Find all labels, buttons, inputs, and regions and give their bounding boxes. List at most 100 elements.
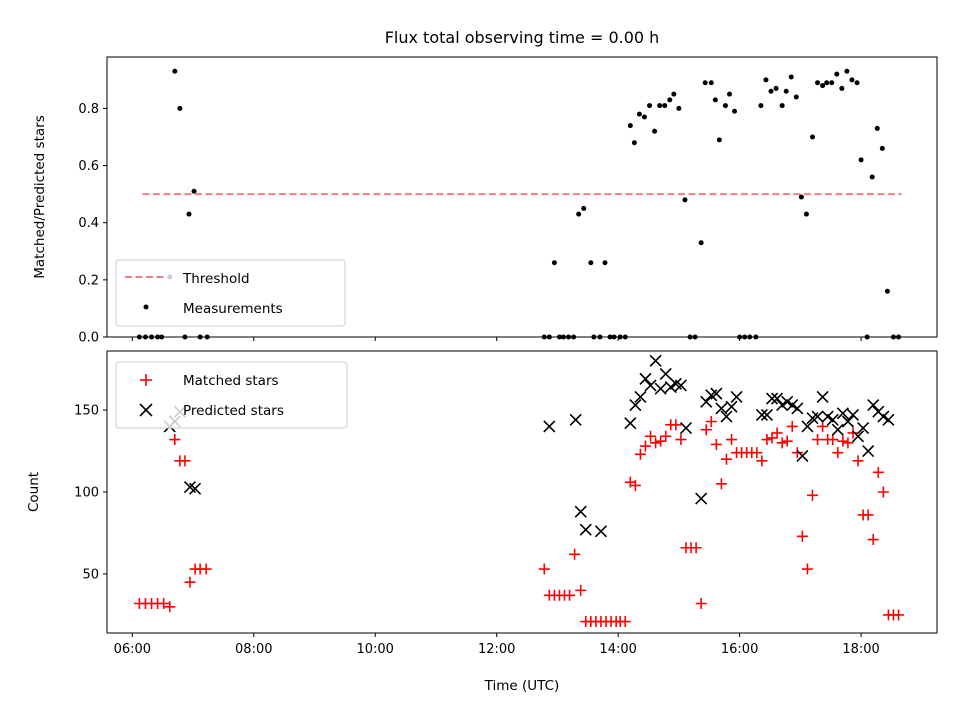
measurement-point — [829, 80, 835, 86]
matched-star-point — [842, 437, 854, 449]
y-tick-label: 150 — [74, 404, 99, 419]
matched-star-point — [169, 434, 181, 446]
predicted-star-point — [826, 413, 839, 426]
measurement-point — [662, 103, 668, 109]
measurement-point — [834, 71, 840, 77]
predicted-star-point — [760, 408, 774, 422]
measurement-point — [815, 80, 821, 86]
matched-star-point — [807, 489, 818, 501]
bottom-panel: 50 100 150 06:00 08:00 10:00 12:00 14:00 16:00 1… — [26, 350, 938, 694]
predicted-star-point — [796, 449, 809, 462]
measurement-point — [824, 80, 830, 86]
predicted-star-point — [700, 395, 713, 408]
matched-star-point — [751, 447, 763, 459]
predicted-stars-legend-label: Predicted stars — [183, 403, 284, 419]
x-tick-label: 16:00 — [721, 642, 758, 657]
matched-star-point — [791, 447, 803, 459]
matched-star-point — [877, 486, 889, 498]
measurement-point — [551, 260, 557, 266]
matched-star-point — [862, 509, 874, 521]
measurement-point — [682, 197, 688, 203]
matched-star-point — [639, 440, 651, 452]
bottom-x-ticks: 06:00 08:00 10:00 12:00 14:00 16:00 18:00 — [114, 633, 880, 657]
matched-star-point — [629, 479, 641, 491]
matched-star-point — [660, 430, 672, 442]
y-tick-label: 0.8 — [78, 102, 99, 117]
predicted-star-point — [862, 444, 875, 458]
matched-star-point — [766, 432, 778, 444]
predicted-star-point — [882, 413, 895, 426]
predicted-star-point — [841, 415, 854, 428]
measurement-point — [884, 288, 890, 294]
measurement-point — [763, 77, 769, 83]
x-tick-label: 08:00 — [235, 642, 272, 657]
matched-star-point — [786, 420, 798, 432]
bottom-y-axis-label: Count — [26, 472, 42, 512]
measurement-point — [698, 240, 704, 246]
measurement-point — [588, 260, 594, 266]
matched-star-point — [695, 597, 707, 609]
top-y-ticks: 0.0 0.2 0.4 0.6 0.8 — [78, 102, 107, 346]
predicted-star-point — [755, 408, 768, 422]
predicted-star-point — [649, 354, 662, 367]
predicted-star-point — [867, 399, 880, 412]
measurement-point — [758, 103, 764, 109]
matched-star-point — [872, 466, 884, 478]
bottom-plot-area — [133, 354, 905, 628]
chart-title: Flux total observing time = 0.00 h — [385, 28, 660, 47]
predicted-star-point — [801, 420, 814, 433]
matched-stars-legend-label: Matched stars — [183, 373, 279, 389]
top-legend-box — [115, 259, 346, 327]
matched-star-point — [720, 453, 732, 465]
measurement-point — [631, 140, 637, 146]
measurement-point — [839, 85, 845, 91]
predicted-star-point — [634, 390, 647, 403]
predicted-star-point — [574, 505, 587, 518]
measurement-point — [779, 103, 785, 109]
measurements-legend-label: Measurements — [183, 301, 283, 317]
measurement-point — [657, 103, 663, 109]
matched-star-point — [867, 534, 879, 546]
matched-star-point — [634, 448, 646, 460]
matched-star-point — [655, 435, 667, 447]
predicted-star-point — [730, 390, 743, 403]
predicted-star-point — [579, 523, 592, 536]
measurement-point — [803, 211, 809, 217]
predicted-star-point — [594, 525, 608, 538]
matched-star-point — [690, 542, 702, 554]
measurement-point — [172, 68, 178, 74]
matched-star-point — [710, 438, 722, 450]
matched-star-point — [650, 437, 662, 449]
measurement-point — [849, 77, 855, 83]
predicted-star-point — [543, 420, 556, 433]
matched-star-point — [564, 589, 576, 601]
predicted-stars-legend-swatch — [139, 403, 153, 417]
measurement-point — [602, 260, 608, 266]
matched-stars-legend-swatch — [140, 374, 152, 386]
measurement-point — [667, 97, 673, 103]
matched-star-point — [726, 434, 738, 446]
predicted-star-point — [188, 482, 202, 495]
top-y-axis-label: Matched/Predicted stars — [32, 115, 48, 278]
matched-star-point — [569, 548, 581, 560]
matched-star-point — [776, 437, 788, 449]
measurement-point — [627, 123, 633, 129]
x-tick-label: 06:00 — [114, 642, 151, 657]
y-tick-label: 50 — [82, 567, 99, 582]
matched-star-point — [812, 434, 824, 446]
x-tick-label: 12:00 — [478, 642, 515, 657]
y-tick-label: 0.4 — [78, 216, 99, 231]
measurement-point — [732, 108, 738, 114]
predicted-star-point — [771, 392, 784, 405]
matched-star-point — [700, 424, 712, 436]
matched-star-point — [817, 420, 829, 432]
predicted-star-point — [836, 407, 849, 420]
measurement-point — [869, 174, 875, 180]
predicted-star-point — [639, 372, 652, 385]
y-tick-label: 100 — [74, 486, 99, 501]
predicted-star-point — [659, 367, 672, 381]
top-axes-frame — [106, 56, 938, 338]
matched-star-point — [158, 597, 170, 609]
bottom-legend: Matched stars Predicted stars — [115, 361, 348, 429]
x-axis-label: Time (UTC) — [484, 678, 560, 694]
